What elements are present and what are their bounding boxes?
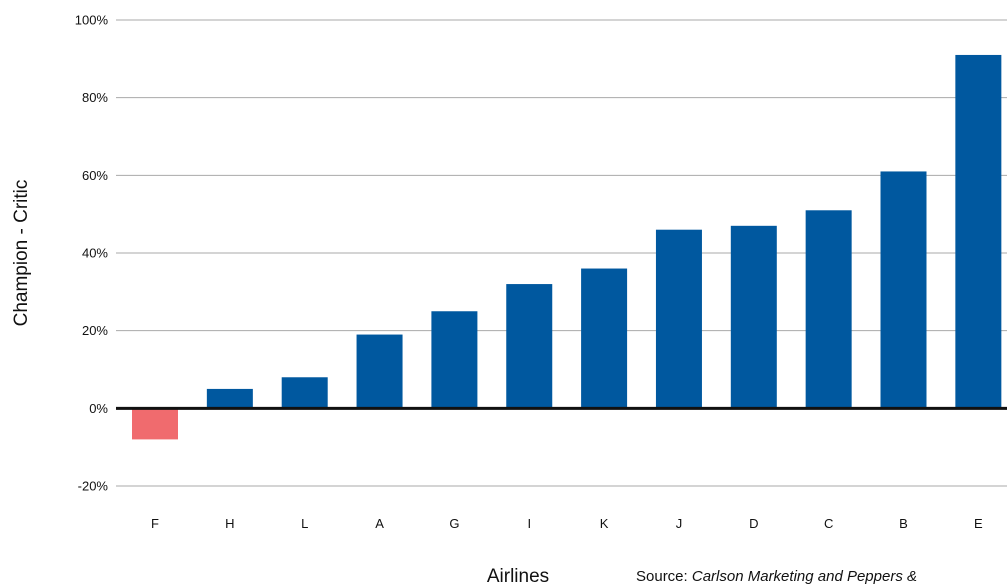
x-tick-label: D — [749, 516, 758, 531]
x-tick-label: F — [151, 516, 159, 531]
x-tick-label: B — [899, 516, 908, 531]
x-tick-label: K — [600, 516, 609, 531]
bar-b — [880, 171, 927, 409]
y-axis-title: Champion - Critic — [11, 180, 32, 327]
x-tick-label: I — [527, 516, 531, 531]
bar-h — [206, 388, 253, 409]
y-tick-labels: -20% 0% 20% 40% 60% 80% 100% — [75, 13, 109, 494]
y-tick-label: 40% — [82, 246, 108, 261]
bar-d — [730, 225, 777, 409]
x-axis-title: Airlines — [487, 566, 549, 587]
bar-l — [281, 377, 328, 409]
x-tick-label: G — [449, 516, 459, 531]
y-tick-label: 20% — [82, 323, 108, 338]
gridlines — [116, 19, 1007, 487]
x-tick-label: L — [301, 516, 308, 531]
x-tick-label: C — [824, 516, 833, 531]
y-tick-label: 0% — [89, 401, 108, 416]
source-text: Carlson Marketing and Peppers & — [691, 568, 917, 585]
bar-a — [356, 334, 403, 409]
x-tick-label: H — [225, 516, 234, 531]
x-tick-label: E — [974, 516, 983, 531]
y-tick-label: 100% — [75, 13, 109, 28]
source-note: Source: Carlson Marketing and Peppers & — [636, 568, 917, 585]
y-tick-label: 80% — [82, 90, 108, 105]
y-tick-label: -20% — [78, 479, 109, 494]
bar-c — [805, 210, 852, 409]
bar-k — [581, 268, 628, 409]
bar-f — [132, 408, 178, 440]
bar-j — [655, 229, 702, 409]
bar-i — [506, 284, 553, 409]
source-prefix: Source: — [636, 568, 692, 585]
y-tick-label: 60% — [82, 168, 108, 183]
bar-g — [431, 311, 478, 409]
bars — [132, 54, 1002, 440]
bar-e — [955, 54, 1002, 409]
x-tick-label: A — [375, 516, 384, 531]
x-tick-label: J — [676, 516, 683, 531]
